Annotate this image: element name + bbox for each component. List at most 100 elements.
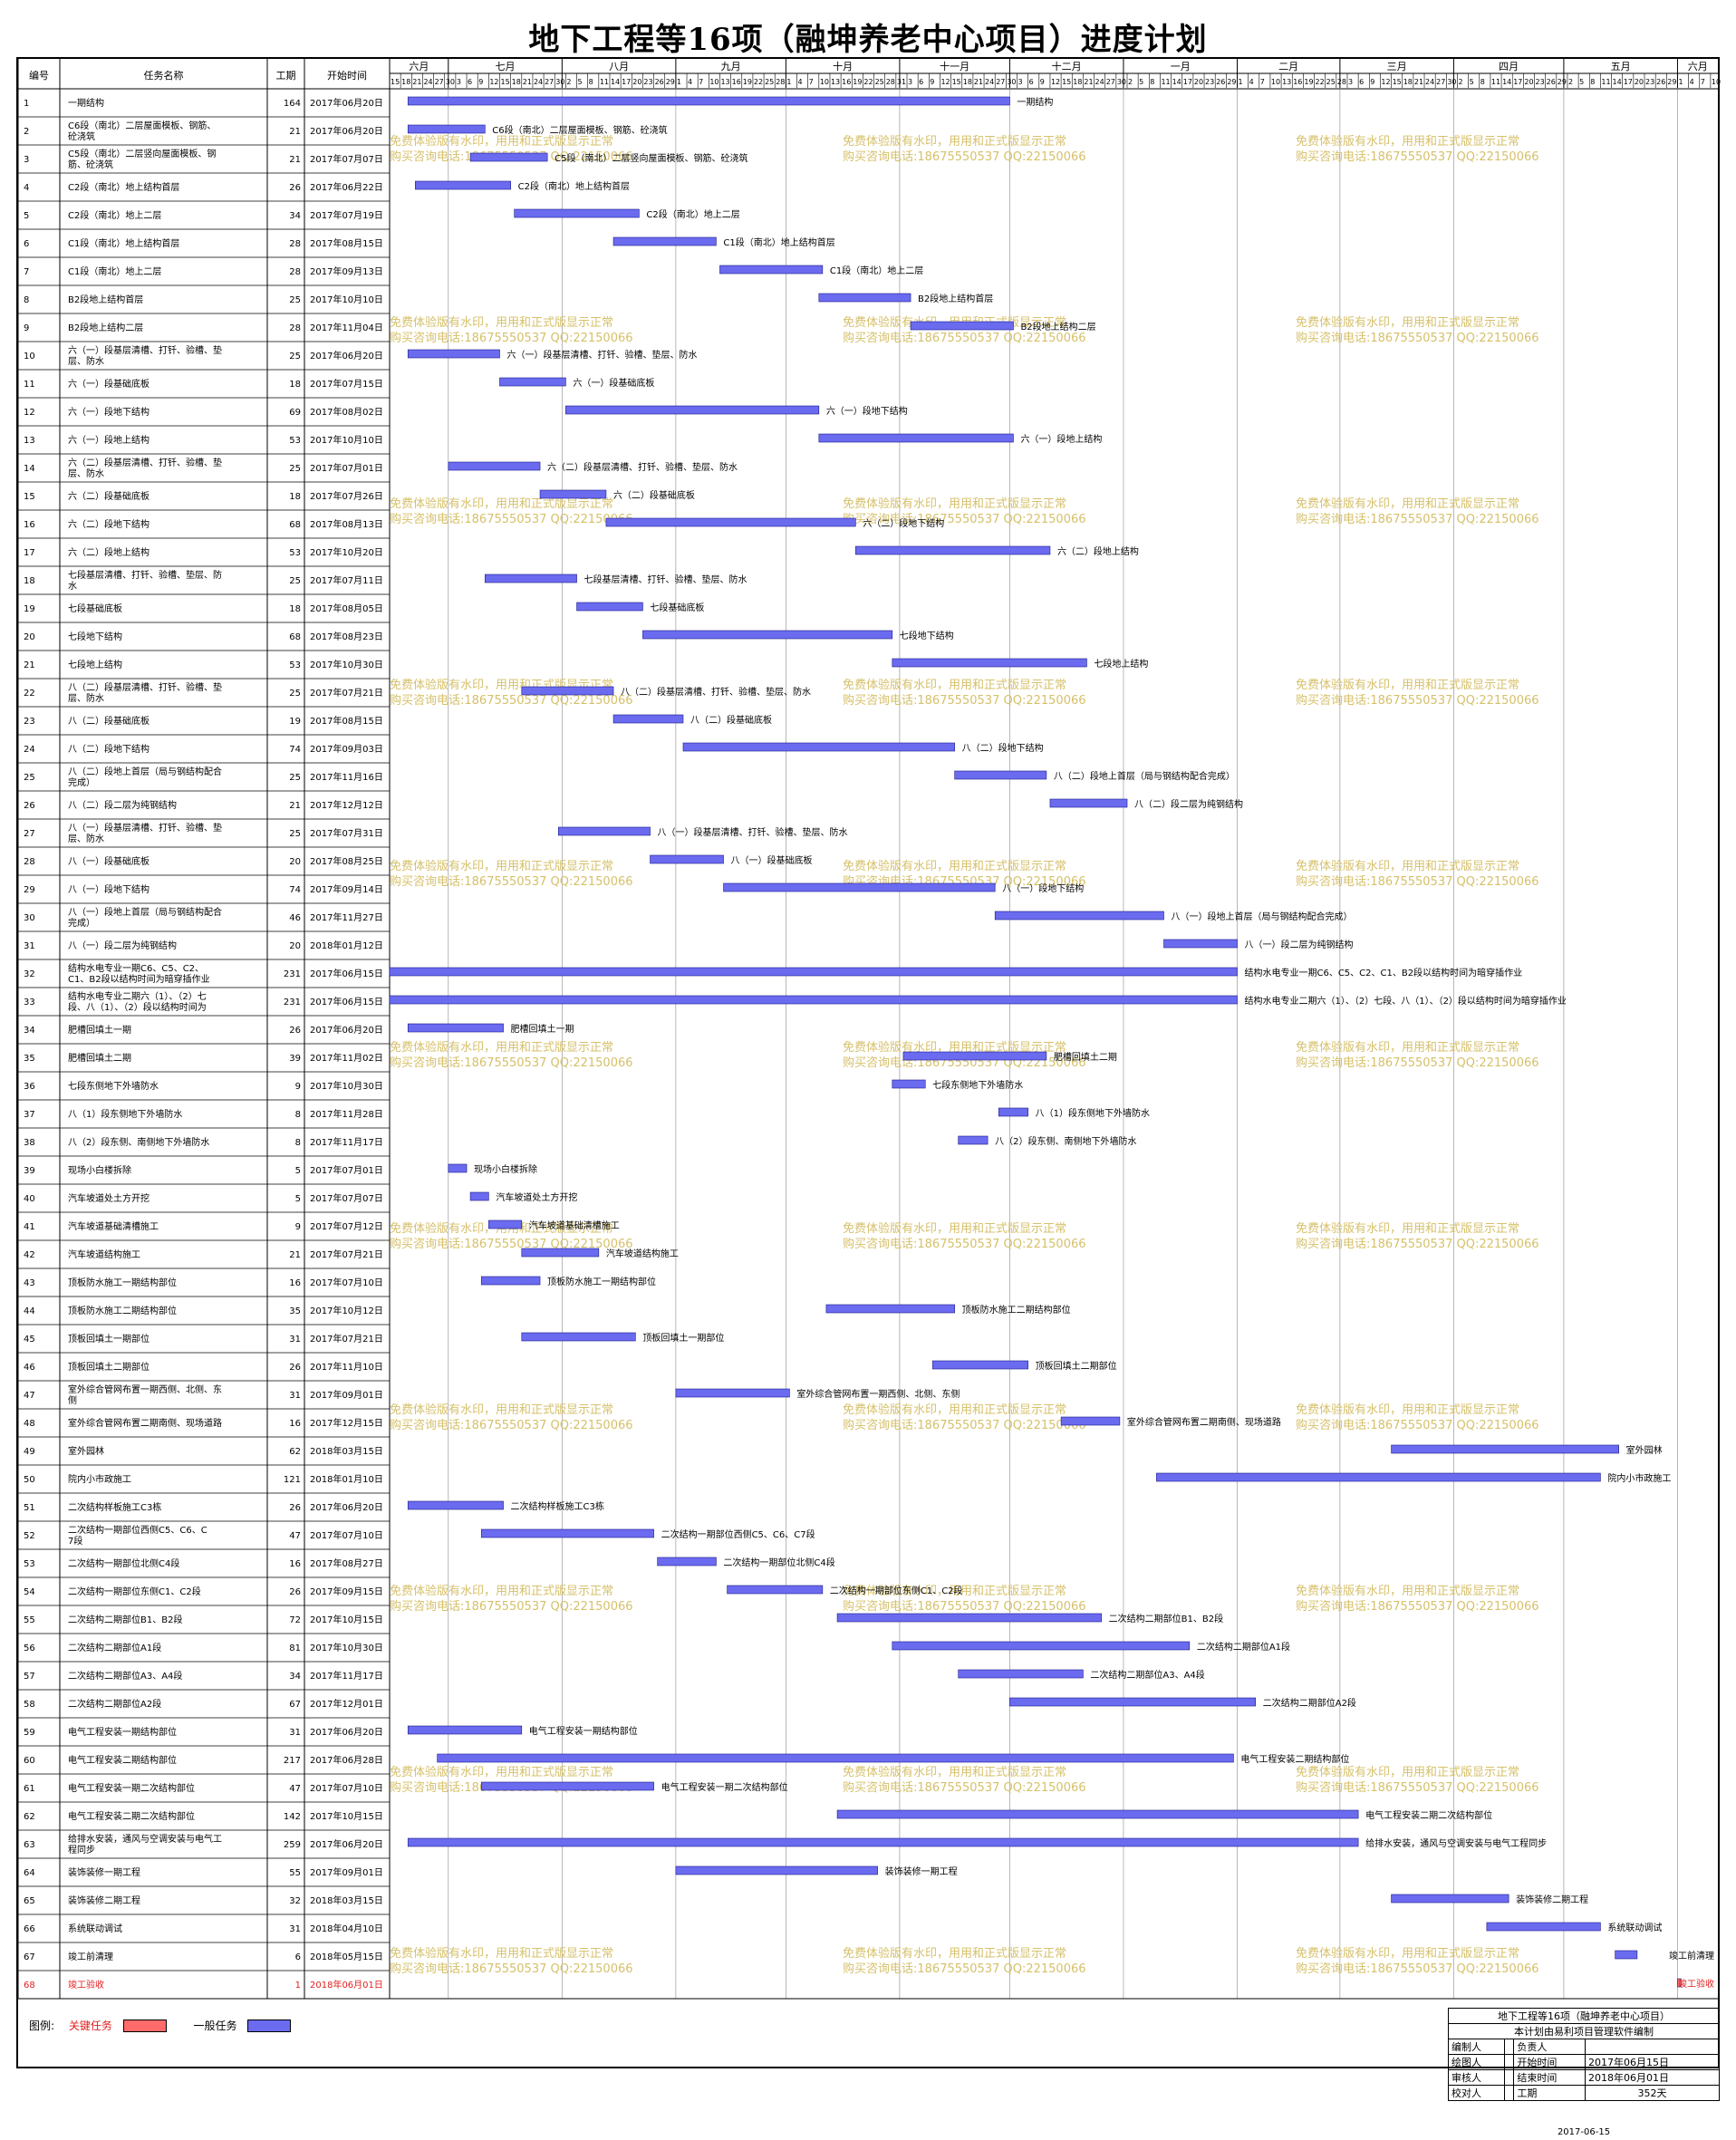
task-start: 2017年07月10日 — [310, 1782, 383, 1794]
task-bar-label: 七段地下结构 — [900, 630, 954, 641]
month-label: 六月 — [409, 61, 429, 72]
task-bar — [480, 1781, 654, 1791]
task-start: 2017年06月20日 — [310, 1726, 383, 1738]
day-label: 16 — [842, 78, 851, 86]
task-bar-label: 汽车坡道处土方开挖 — [496, 1191, 577, 1203]
task-name: 装饰装修一期工程 — [68, 1866, 140, 1878]
watermark-text: 免费体验版有水印，用用和正式版显示正常 — [390, 1403, 613, 1417]
task-id: 33 — [24, 998, 35, 1007]
task-duration: 53 — [289, 660, 301, 670]
task-bar-label: 六（二）段地上结构 — [1057, 545, 1139, 557]
task-bar-label: 装饰装修二期工程 — [1516, 1894, 1588, 1905]
day-label: 27 — [1436, 78, 1445, 86]
task-id: 63 — [24, 1840, 35, 1850]
task-bar-label: 顶板回填土二期部位 — [1036, 1360, 1117, 1372]
task-start: 2017年08月23日 — [310, 631, 383, 642]
task-start: 2017年10月12日 — [310, 1305, 383, 1316]
title-block-note: 本计划由易利项目管理软件编制 — [1448, 2023, 1720, 2039]
task-id: 19 — [24, 604, 35, 614]
cell: 2018年06月01日 — [1584, 2069, 1721, 2086]
task-name: 七段基础底板 — [68, 602, 122, 614]
day-label: 8 — [589, 78, 593, 86]
title-block-row: 审核人 结束时间 2018年06月01日 — [1448, 2069, 1721, 2086]
day-label: 22 — [1316, 78, 1325, 86]
month-label: 五月 — [1611, 61, 1631, 72]
task-bar-label: 顶板防水施工二期结构部位 — [962, 1304, 1071, 1316]
task-name: 八（二）段二层为纯钢结构 — [68, 799, 177, 811]
task-name: C6段（南北）二层屋面模板、钢筋、 — [68, 120, 216, 131]
task-start: 2017年06月22日 — [310, 181, 383, 193]
day-label: 12 — [1051, 78, 1060, 86]
task-bar — [818, 293, 911, 303]
task-duration: 20 — [289, 857, 301, 867]
task-id: 51 — [24, 1503, 35, 1513]
month-label: 二月 — [1278, 61, 1298, 72]
task-bar-label: 六（二）段地下结构 — [863, 517, 944, 529]
task-bar — [818, 433, 1014, 443]
task-bar-label: 二次结构二期部位A1段 — [1197, 1641, 1290, 1653]
day-label: 9 — [930, 78, 934, 86]
task-bar-label: 七段东侧地下外墙防水 — [932, 1079, 1023, 1091]
task-start: 2017年11月04日 — [310, 322, 383, 333]
task-start: 2017年11月28日 — [310, 1108, 383, 1120]
task-id: 39 — [24, 1166, 35, 1176]
task-id: 49 — [24, 1447, 35, 1457]
task-id: 8 — [24, 295, 29, 305]
day-label: 27 — [435, 78, 444, 86]
task-start: 2017年11月27日 — [310, 911, 383, 923]
watermark-text: 购买咨询电话:18675550537 QQ:22150066 — [843, 693, 1086, 708]
task-id: 32 — [24, 969, 35, 979]
task-bar-label: 六（一）段地上结构 — [1020, 433, 1102, 445]
task-id: 58 — [24, 1700, 35, 1710]
task-duration: 28 — [289, 267, 301, 277]
task-id: 54 — [24, 1587, 35, 1597]
day-label: 26 — [655, 78, 664, 86]
task-start: 2017年08月15日 — [310, 237, 383, 249]
day-label: 6 — [1029, 78, 1034, 86]
task-bar-label: 系统联动调试 — [1607, 1922, 1662, 1933]
task-name: C5段（南北）二层竖向屋面模板、钢 — [68, 148, 216, 159]
watermark-text: 免费体验版有水印，用用和正式版显示正常 — [390, 1765, 613, 1779]
task-bar — [407, 1837, 1359, 1847]
day-label: 17 — [1624, 78, 1633, 86]
task-id: 31 — [24, 941, 35, 951]
task-name: 电气工程安装二期二次结构部位 — [68, 1810, 195, 1822]
day-label: 17 — [1513, 78, 1522, 86]
watermark-text: 免费体验版有水印，用用和正式版显示正常 — [390, 1040, 613, 1055]
task-duration: 47 — [289, 1531, 301, 1541]
task-bar-label: 八（1）段东侧地下外墙防水 — [1036, 1107, 1150, 1119]
day-label: 7 — [809, 78, 814, 86]
task-name: 六（一）段基础底板 — [68, 378, 149, 390]
task-bar-label: 现场小白楼拆除 — [474, 1163, 537, 1175]
task-bar-label: 电气工程安装二期结构部位 — [1240, 1753, 1349, 1765]
watermark-text: 免费体验版有水印，用用和正式版显示正常 — [843, 1040, 1066, 1055]
day-label: 8 — [1150, 78, 1154, 86]
task-name: 六（一）段地上结构 — [68, 434, 149, 446]
day-label: 11 — [1601, 78, 1610, 86]
day-label: 15 — [391, 78, 400, 86]
day-label: 16 — [732, 78, 741, 86]
task-id: 27 — [24, 829, 35, 839]
task-start: 2017年07月07日 — [310, 1192, 383, 1204]
day-label: 24 — [423, 78, 432, 86]
task-duration: 81 — [289, 1644, 301, 1653]
task-duration: 121 — [284, 1475, 301, 1485]
task-bar — [855, 545, 1051, 555]
task-bar-label: 竣工前清理 — [1669, 1950, 1714, 1962]
task-start: 2017年12月12日 — [310, 799, 383, 811]
task-name: 二次结构二期部位A1段 — [68, 1642, 161, 1653]
watermark-text: 购买咨询电话:18675550537 QQ:22150066 — [843, 1599, 1086, 1614]
watermark-text: 购买咨询电话:18675550537 QQ:22150066 — [390, 512, 633, 526]
task-start: 2018年05月15日 — [310, 1951, 383, 1962]
day-label: 12 — [940, 78, 950, 86]
watermark-text: 免费体验版有水印，用用和正式版显示正常 — [390, 134, 613, 149]
task-bar — [557, 826, 651, 836]
task-name: 系统联动调试 — [68, 1923, 122, 1934]
task-bar-label: 电气工程安装一期结构部位 — [529, 1725, 638, 1737]
task-id: 2 — [24, 127, 29, 137]
task-name: 八（二）段地下结构 — [68, 743, 149, 755]
task-bar — [727, 1585, 824, 1595]
month-label: 十月 — [833, 60, 853, 72]
task-bar-label: 结构水电专业一期C6、C5、C2、C1、B2段以结构时间为暗穿插作业 — [1244, 967, 1522, 978]
task-bar-label: 汽车坡道结构施工 — [606, 1248, 679, 1259]
